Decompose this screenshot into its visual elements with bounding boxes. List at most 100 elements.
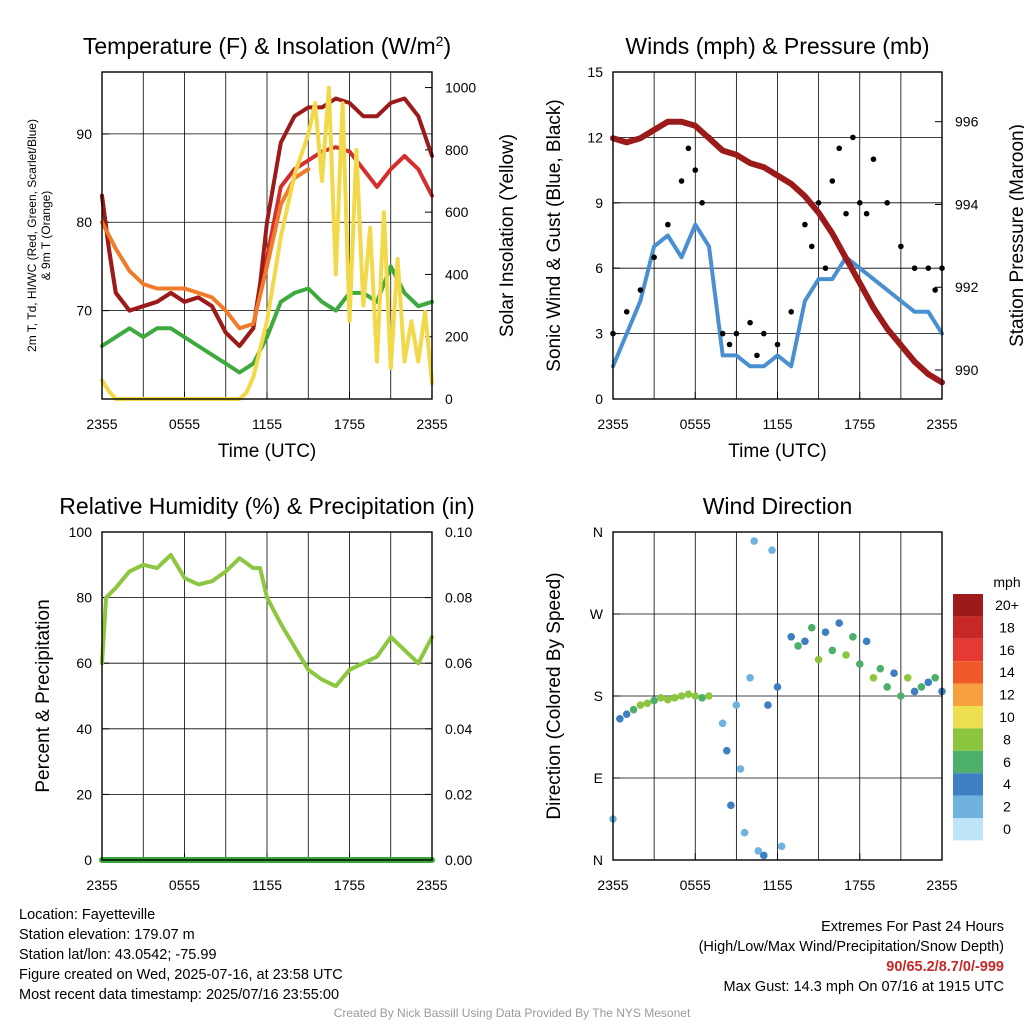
x-tick-label: 1155 [252, 416, 282, 432]
direction-point [691, 692, 700, 700]
gust-point [665, 221, 671, 228]
direction-point [684, 690, 693, 698]
x-tick-label: 0555 [169, 877, 200, 893]
extremes-info: Extremes For Past 24 Hours (High/Low/Max… [699, 917, 1004, 997]
gust-point [843, 210, 849, 217]
series-line [100, 167, 311, 331]
y2-tick-label: 992 [955, 279, 979, 295]
x-tick-label: 2355 [416, 416, 447, 432]
direction-point [897, 692, 905, 700]
y2-tick-label: 0.00 [445, 852, 472, 868]
direction-point [828, 646, 837, 655]
y-tick-label: N [593, 524, 603, 540]
direction-point [657, 694, 665, 702]
gust-point [932, 287, 938, 293]
gust-point [754, 352, 760, 359]
y2-axis-label: Station Pressure (Maroon) [1007, 124, 1024, 347]
direction-point [931, 673, 939, 682]
direction-point [794, 642, 802, 650]
gust-point [747, 319, 753, 326]
y2-tick-label: 200 [445, 329, 469, 345]
direction-point [876, 664, 885, 673]
direction-point [777, 842, 786, 851]
gust-point [815, 200, 822, 206]
gust-point [884, 200, 890, 206]
legend-swatch [953, 661, 983, 684]
direction-point [759, 851, 768, 860]
x-tick-label: 2355 [86, 416, 117, 432]
legend-swatch [953, 773, 983, 796]
x-tick-label: 1155 [762, 877, 792, 893]
y2-tick-label: 0.06 [445, 655, 472, 671]
title-end: ) [443, 33, 451, 59]
x-tick-label: 2355 [597, 877, 628, 893]
x-tick-label: 2355 [416, 877, 447, 893]
gust-point [822, 265, 829, 272]
gust-point [692, 167, 699, 173]
chart-panel-4: N E S W N 2355 0555 1155 1755 2355 mph 20+ 18 16 14 12 1… [544, 493, 1021, 893]
legend-swatch [953, 750, 983, 774]
direction-point [869, 673, 878, 682]
direction-point [801, 637, 809, 646]
direction-point [773, 683, 782, 691]
elevation-text: Station elevation: 179.07 m [19, 927, 195, 943]
gust-point [685, 145, 692, 152]
y-axis-label: Sonic Wind & Gust (Blue, Black) [544, 99, 565, 371]
gust-point [925, 265, 932, 272]
direction-point [705, 692, 713, 700]
legend-label: 4 [1003, 776, 1011, 792]
y-axis-label-line: 2m T, Td, HI/WC (Red, Green, Scarlet/Blu… [25, 119, 39, 352]
gust-point [856, 200, 863, 206]
y-axis-label: Percent & Precipitation [33, 599, 54, 792]
legend-swatch [953, 683, 983, 706]
gust-point [637, 287, 644, 293]
legend-title: mph [993, 574, 1020, 590]
y-tick-label: 0 [84, 852, 92, 868]
direction-point [807, 623, 816, 632]
direction-point [670, 694, 679, 702]
legend-swatch [953, 728, 983, 751]
series-line [611, 222, 944, 369]
legend-label: 18 [999, 619, 1015, 635]
chart-panel-3: 0 20 40 60 80 100 0.00 0.02 0.04 0.06 0.08 0.10 2355… [33, 493, 475, 893]
y2-tick-label: 990 [955, 362, 979, 378]
plot-frame [101, 531, 433, 861]
y-tick-label: N [593, 852, 603, 868]
gust-point [808, 243, 815, 250]
x-tick-label: 2355 [597, 416, 628, 432]
location-text: Location: Fayetteville [19, 907, 156, 923]
direction-point [862, 637, 871, 646]
legend-label: 20+ [995, 597, 1019, 613]
x-tick-label: 2355 [926, 877, 957, 893]
y-tick-label: 90 [76, 126, 92, 142]
extremes-title: Extremes For Past 24 Hours [821, 919, 1004, 935]
legend-label: 0 [1003, 821, 1011, 837]
direction-point [622, 710, 631, 719]
y-axis-label-line: & 9m T (Orange) [39, 191, 53, 281]
y2-tick-label: 0.02 [445, 786, 472, 802]
x-tick-label: 2355 [926, 416, 957, 432]
y-axis-label: Direction (Colored By Speed) [544, 572, 565, 819]
legend-label: 10 [999, 709, 1015, 725]
y2-tick-label: 800 [445, 142, 469, 158]
gust-point [911, 265, 918, 272]
y2-tick-label: 600 [445, 204, 469, 220]
chart-title: Relative Humidity (%) & Precipitation (i… [59, 493, 474, 519]
x-tick-label: 2355 [86, 877, 117, 893]
legend-swatch [953, 594, 983, 617]
gust-point [788, 309, 795, 315]
extremes-subtitle: (High/Low/Max Wind/Precipitation/Snow De… [698, 939, 1004, 955]
x-tick-label: 1755 [844, 877, 875, 893]
y-tick-label: W [590, 606, 604, 622]
x-tick-label: 1155 [762, 416, 792, 432]
x-axis-label: Time (UTC) [218, 441, 317, 462]
y2-tick-label: 0.04 [445, 721, 472, 737]
direction-point [910, 687, 919, 696]
direction-point [768, 546, 776, 555]
legend-swatch [953, 706, 983, 729]
y-tick-label: 15 [587, 64, 603, 80]
legend-label: 14 [999, 664, 1015, 680]
x-tick-label: 1755 [334, 877, 365, 893]
y-tick-label: 20 [76, 786, 92, 802]
legend-swatch [953, 818, 983, 841]
